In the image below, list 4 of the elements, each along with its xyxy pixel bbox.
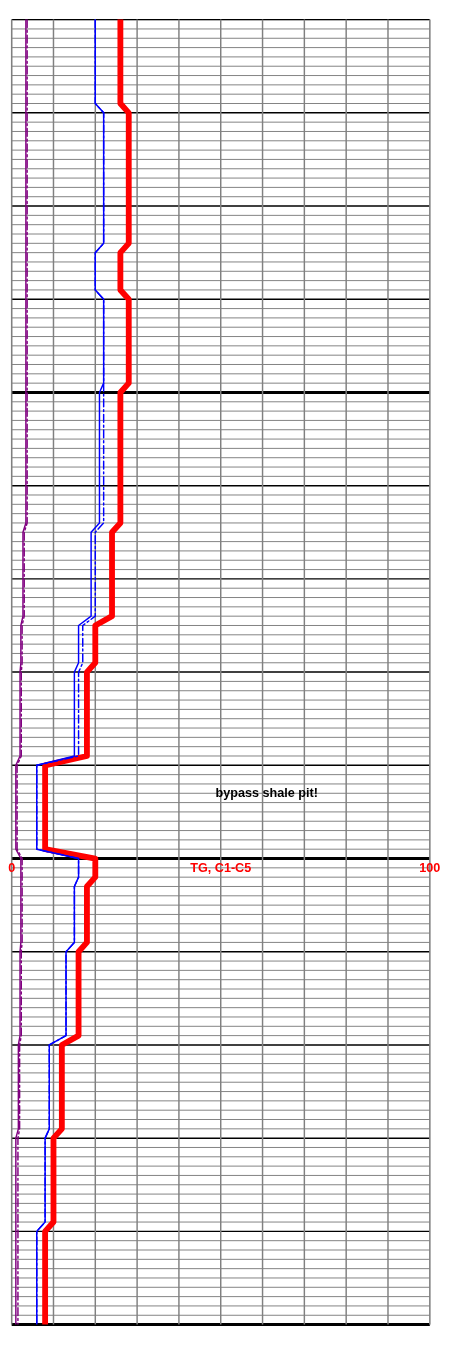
x-axis-title: TG, C1-C5	[190, 860, 252, 875]
x-tick-label: 100	[419, 860, 441, 875]
x-tick-label: 0	[8, 860, 16, 875]
annotation: bypass shale pit!	[215, 786, 318, 801]
